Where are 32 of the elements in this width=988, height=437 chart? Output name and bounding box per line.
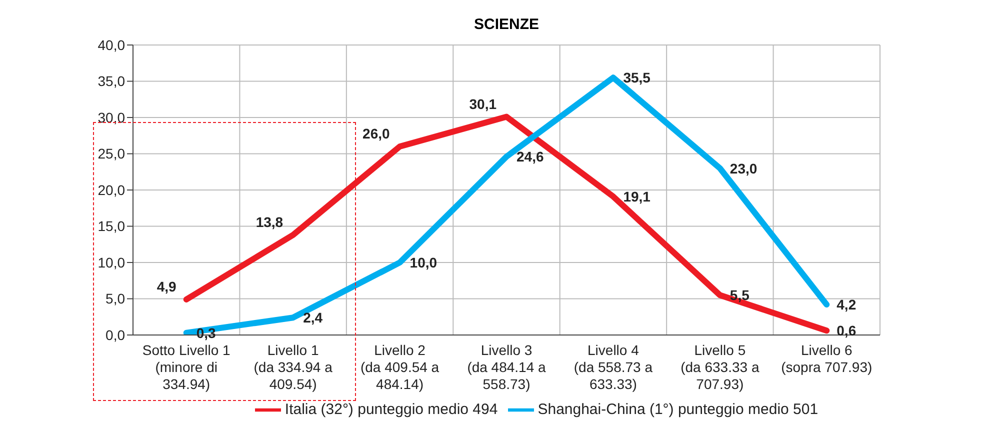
x-tick-label: Livello 1 (da 334.94 a 409.54) xyxy=(254,342,333,392)
y-tick-label: 15,0 xyxy=(98,218,126,234)
data-label: 0,3 xyxy=(196,324,216,341)
x-tick-label: Livello 4 (da 558.73 a 633.33) xyxy=(574,342,653,392)
y-tick-label: 40,0 xyxy=(98,36,126,53)
legend-label: Shanghai-China (1°) punteggio medio 501 xyxy=(538,400,818,418)
x-tick-label: Sotto Livello 1 (minore di 334.94) xyxy=(142,342,231,392)
x-tick-label: Livello 3 (da 484.14 a 558.73) xyxy=(467,342,546,392)
data-label: 10,0 xyxy=(410,254,438,270)
x-tick-label: Livello 6 (sopra 707.93) xyxy=(781,342,872,375)
data-label: 4,9 xyxy=(156,278,177,294)
data-label: 26,0 xyxy=(362,126,390,142)
data-label: 35,5 xyxy=(623,70,651,86)
chart-title: SCIENZE xyxy=(472,16,540,33)
y-tick-label: 25,0 xyxy=(98,146,126,162)
y-tick-label: 35,0 xyxy=(98,73,126,90)
data-label: 5,5 xyxy=(730,287,750,304)
legend-label: Italia (32°) punteggio medio 494 xyxy=(284,400,498,418)
data-label: 19,1 xyxy=(623,188,651,205)
data-label: 13,8 xyxy=(256,214,284,230)
y-tick-label: 5,0 xyxy=(106,290,126,307)
data-label: 4,2 xyxy=(836,296,856,313)
data-label: 24,6 xyxy=(516,148,544,165)
x-tick-label: Livello 2 (da 409.54 a 484.14) xyxy=(360,342,440,392)
y-tick-label: 20,0 xyxy=(98,182,126,198)
y-tick-label: 0,0 xyxy=(106,326,126,343)
data-label: 0,6 xyxy=(836,322,856,339)
y-tick-label: 10,0 xyxy=(98,254,126,270)
data-label: 30,1 xyxy=(469,96,497,112)
data-label: 23,0 xyxy=(730,160,758,176)
x-tick-label: Livello 5 (da 633.33 a 707.93) xyxy=(680,342,760,392)
data-label: 2,4 xyxy=(303,310,323,326)
